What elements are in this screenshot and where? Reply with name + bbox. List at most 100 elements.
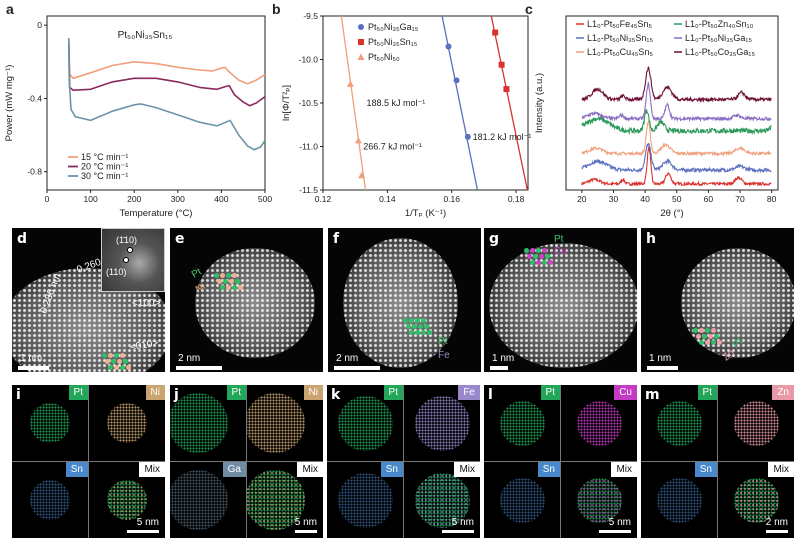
atom-marker — [102, 353, 107, 358]
atom-marker — [412, 324, 417, 329]
atom-marker — [111, 359, 116, 364]
atom-marker — [418, 324, 423, 329]
dsc-curve — [68, 37, 266, 151]
inset-label: (110) — [106, 267, 127, 277]
nanoparticle-image — [681, 248, 794, 358]
atom-marker — [108, 365, 113, 370]
legend-marker — [358, 24, 364, 30]
atom-marker — [235, 279, 240, 284]
element-badge: Sn — [537, 462, 560, 477]
panel-letter-f: f — [333, 231, 340, 247]
atom-marker — [117, 359, 122, 364]
eds-map-pt: Pt — [12, 385, 88, 461]
atom-marker — [530, 248, 535, 253]
atom-marker — [105, 359, 110, 364]
element-badge: Mix — [297, 462, 323, 477]
atom-marker — [409, 318, 414, 323]
panel-letter-a: a — [6, 1, 14, 17]
legend-marker — [357, 53, 365, 60]
element-distribution — [107, 480, 147, 520]
scale-bar-label: 5 nm — [451, 517, 474, 528]
xrd-pattern — [581, 81, 772, 123]
atom-marker — [415, 318, 420, 323]
element-badge: Pt — [68, 385, 88, 400]
annotation-label: Pt — [438, 336, 448, 347]
scale-bar-label: 2 nm — [765, 517, 788, 528]
element-distribution — [247, 393, 305, 453]
chart-title: Pt₅₀Ni₃₅Sn₁₅ — [118, 30, 173, 41]
panel-letter-i: i — [16, 387, 21, 403]
atom-marker — [708, 334, 713, 339]
y-tick-label: -9.5 — [303, 11, 318, 21]
nanoparticle-image — [195, 248, 315, 358]
atom-marker — [424, 324, 429, 329]
element-distribution — [576, 400, 622, 446]
micrograph-panel-g: g 1 nm Pt Cu — [484, 228, 637, 372]
atom-marker — [539, 254, 544, 259]
element-distribution — [499, 477, 545, 523]
x-tick-label: 40 — [640, 194, 650, 204]
dsc-curve — [68, 43, 266, 107]
atom-marker — [533, 254, 538, 259]
x-tick-label: 200 — [127, 194, 141, 204]
eds-map-sn: Sn — [641, 462, 717, 538]
scale-bar — [127, 530, 159, 533]
legend-label: L1₀-Pt₅₀Ni₃₅Sn₁₅ — [587, 33, 653, 43]
x-axis-label: 1/Tₚ (K⁻¹) — [405, 208, 446, 219]
atom-marker — [527, 254, 532, 259]
scale-bar-label: 5 nm — [294, 517, 317, 528]
x-tick-label: 20 — [577, 194, 587, 204]
eds-map-sn: Sn — [484, 462, 560, 538]
panel-letter-j: j — [174, 387, 179, 403]
atom-marker — [232, 273, 237, 278]
fit-line — [490, 15, 528, 191]
eds-panel-m: Pt Zn Sn Mix 2 nm m — [641, 385, 794, 538]
element-badge: Pt — [540, 385, 560, 400]
scale-bar-label: 1 nm — [20, 353, 43, 364]
legend-label: Pt₅₀Ni₅₀ — [368, 52, 400, 62]
eds-map-ni: Ni — [89, 385, 165, 461]
atom-marker — [226, 273, 231, 278]
x-tick-label: 300 — [171, 194, 185, 204]
scale-bar — [176, 366, 222, 370]
eds-map-cu: Cu — [561, 385, 637, 461]
element-distribution — [499, 400, 545, 446]
atom-marker — [524, 248, 529, 253]
x-axis-label: 2θ (°) — [660, 208, 683, 219]
y-tick-label: -11.5 — [299, 185, 318, 195]
panel-letter-d: d — [17, 231, 28, 247]
atom-marker — [232, 285, 237, 290]
atom-marker — [415, 330, 420, 335]
legend-label: L1₀-Pt₅₀Cu₄₅Sn₅ — [587, 47, 653, 57]
x-tick-label: 400 — [214, 194, 228, 204]
panel-letter-c: c — [525, 1, 533, 17]
element-badge: Pt — [697, 385, 717, 400]
element-badge: Sn — [65, 462, 88, 477]
atom-marker — [217, 279, 222, 284]
element-distribution — [656, 400, 702, 446]
element-badge: Sn — [694, 462, 717, 477]
element-badge: Ni — [303, 385, 323, 400]
y-tick-label: 0 — [37, 20, 42, 30]
element-badge: Ni — [145, 385, 165, 400]
x-tick-label: 0.14 — [379, 194, 396, 204]
data-point — [354, 136, 362, 144]
x-tick-label: 0 — [45, 194, 50, 204]
y-tick-label: -10.5 — [299, 98, 319, 108]
atom-marker — [220, 285, 225, 290]
element-distribution — [576, 477, 622, 523]
activation-energy-label: 181.2 kJ mol⁻¹ — [473, 132, 532, 142]
element-distribution — [414, 395, 470, 451]
legend-label: L1₀-Pt₅₀Co₃₅Ga₁₅ — [685, 47, 755, 57]
legend-label: 20 °C min⁻¹ — [81, 162, 128, 172]
legend-label: 30 °C min⁻¹ — [81, 171, 128, 181]
x-tick-label: 0.18 — [508, 194, 525, 204]
eds-map-pt: Pt — [641, 385, 717, 461]
atom-marker — [421, 318, 426, 323]
panel-letter-l: l — [488, 387, 493, 403]
y-tick-label: -10.0 — [299, 55, 319, 65]
element-distribution — [733, 477, 779, 523]
xrd-pattern — [581, 120, 772, 158]
